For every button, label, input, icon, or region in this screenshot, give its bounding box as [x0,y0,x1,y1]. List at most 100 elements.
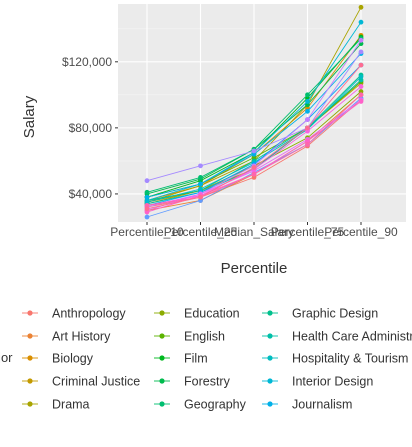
data-point [305,117,310,123]
legend-key-point [159,310,165,316]
data-point [251,155,257,160]
data-point [358,37,364,43]
legend-key-point [267,378,273,384]
legend-label: Health Care Administration [292,330,412,344]
x-tick-label: Percentile_25 [164,225,238,239]
legend-label: Forestry [184,375,231,389]
data-point [251,165,257,170]
legend-item: Biology [22,352,94,366]
data-point [144,206,150,212]
data-point [144,198,150,203]
data-point [305,99,310,104]
series-layer [144,4,364,220]
data-point [358,49,364,55]
data-point [198,198,203,203]
data-point [305,125,310,131]
legend-key-point [27,333,33,339]
data-point [144,189,150,195]
data-point [305,92,310,98]
data-point [198,194,203,200]
data-point [358,84,364,89]
legend-label: Anthropology [52,307,126,321]
legend-item: Forestry [154,375,231,389]
x-tick-label: Percentile_90 [324,225,398,239]
data-point [144,214,150,220]
data-point [198,163,203,169]
y-axis-title: Salary [21,95,38,138]
data-point [358,74,364,80]
legend-key-point [27,310,33,316]
legend-key-point [159,401,165,407]
x-tick-label: Percentile_10 [110,225,184,239]
data-point [358,19,364,25]
legend-item: Criminal Justice [22,375,140,389]
legend-key-point [159,355,165,361]
legend-item: Anthropology [22,307,126,321]
y-tick-label: $120,000 [62,55,112,69]
legend-label: Geography [184,398,247,412]
data-point [305,108,310,114]
legend-key-point [27,401,33,407]
legend-label: Biology [52,352,94,366]
legend-item: English [154,330,225,344]
legend-key-point [159,333,165,339]
axis-layer: $40,000$80,000$120,000Percentile_10Perce… [62,55,398,239]
legend-label: Art History [52,330,111,344]
data-point [358,77,364,83]
data-point [251,148,257,154]
data-point [144,203,150,208]
data-point [144,209,150,215]
data-point [251,151,257,157]
legend-label: Journalism [292,398,352,412]
legend-item: Journalism [262,398,352,412]
data-point [251,171,257,177]
data-point [144,194,150,200]
x-tick-label: Percentile_75 [271,225,345,239]
legend-key-point [27,355,33,361]
data-point [198,175,203,180]
legend-item: Film [154,352,208,366]
legend-item: Drama [22,398,90,412]
legend: Anthropology Art History Biology Criminal J… [22,307,412,412]
data-point [251,175,257,180]
data-point [144,178,150,184]
legend-key-point [267,333,273,339]
legend-item: Education [154,307,240,321]
legend-label: English [184,330,225,344]
y-tick-label: $80,000 [69,121,113,135]
data-point [358,92,364,98]
data-point [305,105,310,111]
legend-label: Graphic Design [292,307,378,321]
legend-key-point [267,401,273,407]
legend-title: Major [0,350,13,365]
legend-label: Film [184,352,208,366]
y-tick-label: $40,000 [69,187,113,201]
legend-key-point [159,378,165,384]
legend-label: Hospitality & Tourism [292,352,408,366]
data-point [198,181,203,187]
legend-key-point [267,355,273,361]
data-point [358,89,364,94]
data-point [305,102,310,108]
legend-item: Geography [154,398,247,412]
legend-label: Criminal Justice [52,375,140,389]
data-point [305,138,310,144]
legend-label: Education [184,307,240,321]
data-point [198,186,203,192]
minor-gridlines [118,28,406,162]
data-point [305,141,310,147]
legend-key-point [267,310,273,316]
x-axis-title: Percentile [221,260,288,277]
legend-item: Graphic Design [262,307,378,321]
legend-item: Art History [22,330,111,344]
legend-key-point [27,378,33,384]
data-point [305,128,310,134]
data-point [358,4,364,10]
legend-label: Drama [52,398,90,412]
series-sociology [144,62,364,212]
legend-item: Hospitality & Tourism [262,352,408,366]
legend-item: Interior Design [262,375,373,389]
legend-item: Health Care Administration [262,330,412,344]
